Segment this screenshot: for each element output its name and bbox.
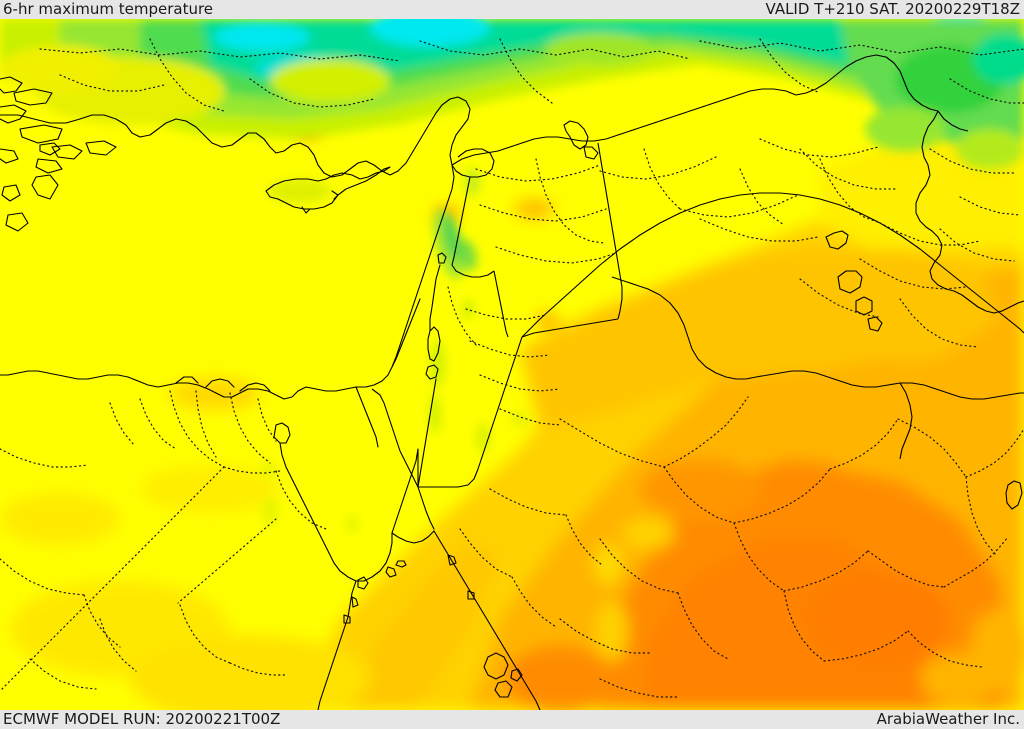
provider-label: ArabiaWeather Inc. — [876, 710, 1020, 728]
model-run-label: ECMWF MODEL RUN: 20200221T00Z — [3, 710, 281, 728]
admin-borders-layer — [0, 38, 1024, 698]
valid-time-label: VALID T+210 SAT. 20200229T18Z — [765, 0, 1020, 18]
coastlines-layer — [0, 54, 1024, 710]
header-bar: 6-hr maximum temperature VALID T+210 SAT… — [0, 0, 1024, 19]
page-title: 6-hr maximum temperature — [3, 0, 214, 18]
map-canvas — [0, 19, 1024, 710]
temperature-contour-map — [0, 19, 1024, 710]
footer-bar: ECMWF MODEL RUN: 20200221T00Z ArabiaWeat… — [0, 710, 1024, 729]
